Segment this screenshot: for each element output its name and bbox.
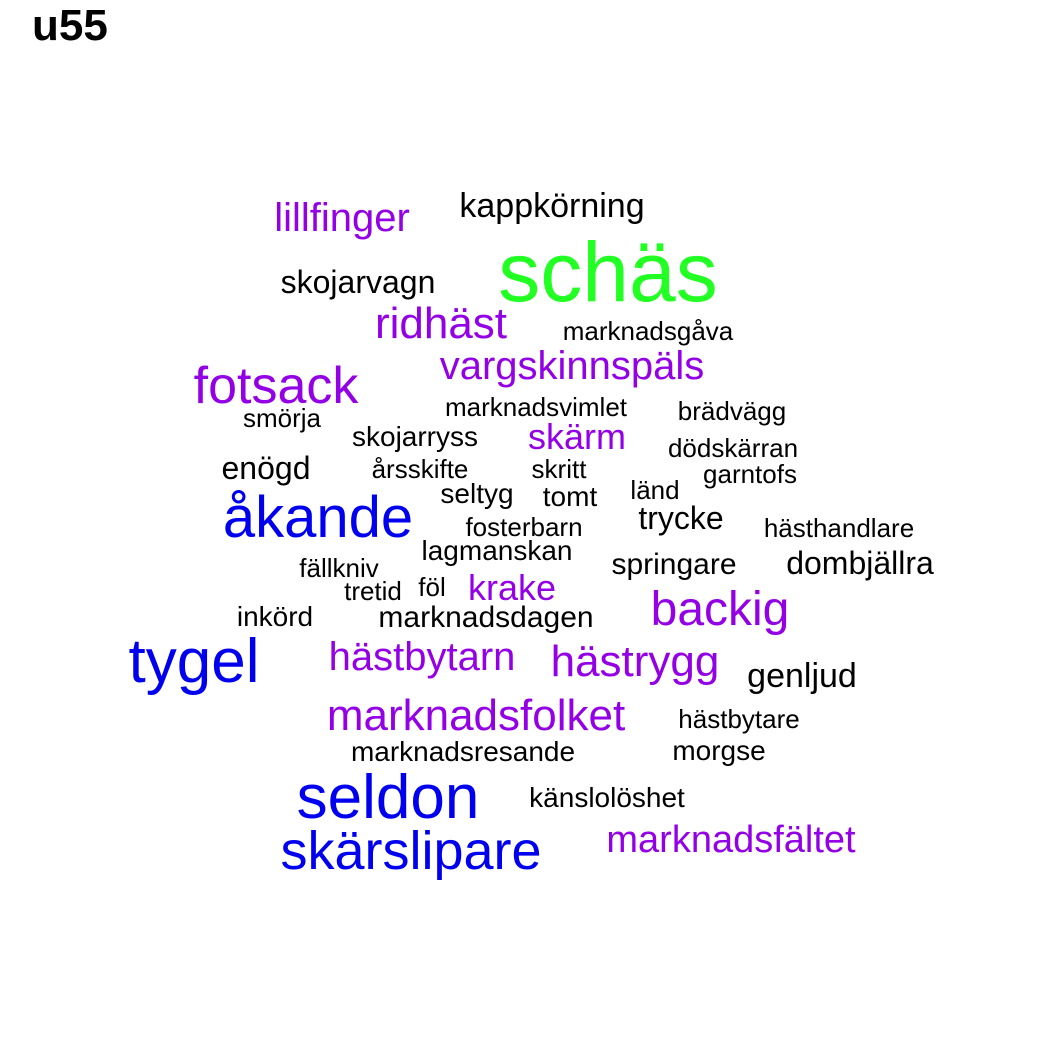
word-44: känslolöshet [529,782,685,813]
word-36: hästbytarn [328,635,516,679]
word-35: tygel [128,627,260,696]
word-16: skritt [531,454,587,484]
word-29: krake [467,567,557,608]
word-20: tomt [542,481,598,512]
word-42: morgse [672,735,766,766]
word-39: marknadsfolket [326,691,626,740]
word-10: smörja [242,403,322,433]
word-28: springare [611,548,737,581]
word-18: länd [630,475,680,505]
word-8: marknadsvimlet [444,392,628,422]
word-23: fosterbarn [465,512,583,542]
word-2: lillfinger [274,196,410,240]
word-45: marknadsfältet [606,819,856,861]
word-6: vargskinnspäls [439,344,705,388]
word-13: dödskärran [667,433,799,463]
word-22: trycke [638,500,724,536]
word-9: brädvägg [677,396,787,426]
word-40: hästbytare [678,704,800,734]
word-46: skärslipare [280,821,542,881]
word-31: föl [418,572,446,602]
word-12: skärm [528,416,626,457]
page-title: u55 [32,1,108,50]
word-30: tretid [344,576,402,606]
word-43: seldon [296,763,480,832]
word-5: marknadsgåva [562,316,734,346]
word-38: genljud [747,657,857,695]
word-4: ridhäst [374,299,508,348]
word-0: schäs [498,225,718,319]
word-27: fällkniv [299,553,379,583]
word-24: hästhandlare [763,513,915,543]
word-17: garntofs [703,459,797,489]
word-15: årsskifte [371,454,469,484]
word-34: backig [650,583,790,636]
word-3: skojarvagn [280,264,436,300]
word-32: inkörd [236,601,314,632]
word-41: marknadsresande [350,736,576,767]
word-25: lagmanskan [421,535,573,566]
word-33: marknadsdagen [378,601,594,634]
word-19: seltyg [440,478,514,509]
word-1: kappkörning [459,187,645,225]
word-37: hästrygg [550,637,720,686]
word-11: skojarryss [351,421,479,452]
word-26: dombjällra [786,545,934,581]
word-21: åkande [222,485,414,550]
word-7: fotsack [193,357,359,415]
word-14: enögd [221,450,311,486]
